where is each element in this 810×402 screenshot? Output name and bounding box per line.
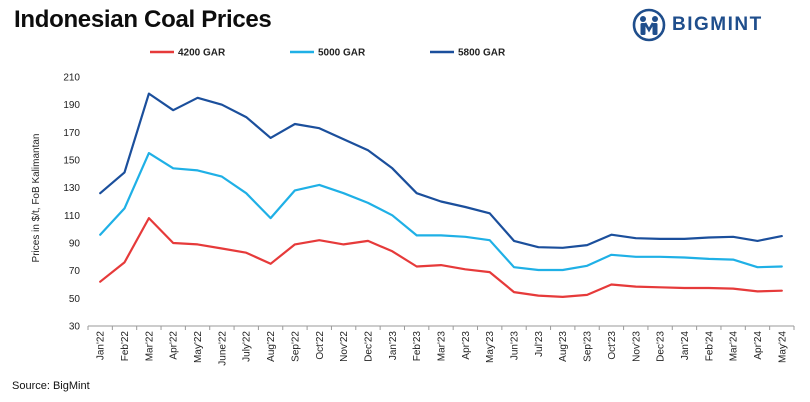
x-tick-label: Jan'22 (96, 331, 107, 361)
legend-label: 4200 GAR (178, 48, 226, 59)
x-tick-label: Mar'23 (437, 331, 448, 362)
x-tick-label: Jan'23 (388, 331, 399, 361)
legend-label: 5000 GAR (318, 48, 366, 59)
bigmint-logo-icon (632, 8, 666, 42)
line-chart: 4200 GAR 5000 GAR 5800 GAR 30 50 70 90 110 130 1… (31, 48, 795, 366)
x-tick-label: Dec'23 (656, 331, 667, 362)
y-tick-label: 130 (63, 183, 80, 194)
chart-title: Indonesian Coal Prices (14, 6, 272, 33)
x-tick-label: May'23 (485, 331, 496, 363)
x-tick-label: Apr'23 (461, 331, 472, 360)
y-tick-label: 50 (69, 294, 81, 305)
x-tick-label: Apr'24 (753, 331, 764, 360)
x-tick-label: Aug'23 (558, 331, 569, 362)
x-tick-label: Oct'23 (607, 331, 618, 360)
x-tick-label: Jun'23 (510, 331, 521, 361)
legend-item: 4200 GAR (150, 48, 226, 59)
legend-item: 5800 GAR (430, 48, 506, 59)
brand-name: BIGMINT (672, 14, 763, 35)
x-tick-label: Sep'22 (290, 331, 301, 362)
x-tick-label: Apr'22 (169, 331, 180, 360)
x-tick-label: June'22 (217, 331, 228, 366)
y-tick-label: 190 (63, 100, 80, 111)
source-note: Source: BigMint (12, 380, 90, 392)
x-tick-label: Mar'22 (144, 331, 155, 362)
x-tick-label: Feb'23 (412, 331, 423, 362)
x-tick-label: Jan'24 (680, 331, 691, 361)
y-tick-label: 170 (63, 128, 80, 139)
legend: 4200 GAR 5000 GAR 5800 GAR (150, 48, 506, 59)
y-axis-label: Prices in $/t, FoB Kalimantan (31, 134, 42, 263)
y-tick-label: 90 (69, 239, 81, 250)
y-tick-label: 150 (63, 156, 80, 167)
x-tick-label: May'24 (777, 331, 788, 363)
x-tick-label: Feb'24 (704, 331, 715, 362)
series-lines (99, 92, 783, 298)
brand-logo: BIGMINT (632, 8, 763, 42)
x-tick-label: Mar'24 (729, 331, 740, 362)
x-tick-label: Sep'23 (583, 331, 594, 362)
x-tick-label: Dec'22 (363, 331, 374, 362)
x-axis: Jan'22 Feb'22 Mar'22 Apr'22 May'22 June'22 Jul… (87, 325, 795, 366)
x-tick-label: Feb'22 (120, 331, 131, 362)
x-tick-label: May'22 (193, 331, 204, 363)
x-tick-label: Jul'23 (534, 331, 545, 357)
series-line (99, 152, 783, 272)
y-tick-label: 210 (63, 73, 80, 84)
y-tick-label: 110 (64, 211, 80, 222)
x-tick-label: Oct'22 (315, 331, 326, 360)
series-line (99, 92, 783, 249)
x-tick-label: Aug'22 (266, 331, 277, 362)
y-tick-label: 70 (69, 266, 81, 277)
x-tick-label: July'22 (242, 331, 253, 362)
y-tick-label: 30 (69, 322, 81, 333)
legend-item: 5000 GAR (290, 48, 366, 59)
legend-label: 5800 GAR (458, 48, 506, 59)
series-line (99, 217, 783, 298)
y-axis: 30 50 70 90 110 130 150 170 190 210 (63, 73, 80, 333)
x-tick-label: Nov'23 (631, 331, 642, 362)
x-tick-label: Nov'22 (339, 331, 350, 362)
